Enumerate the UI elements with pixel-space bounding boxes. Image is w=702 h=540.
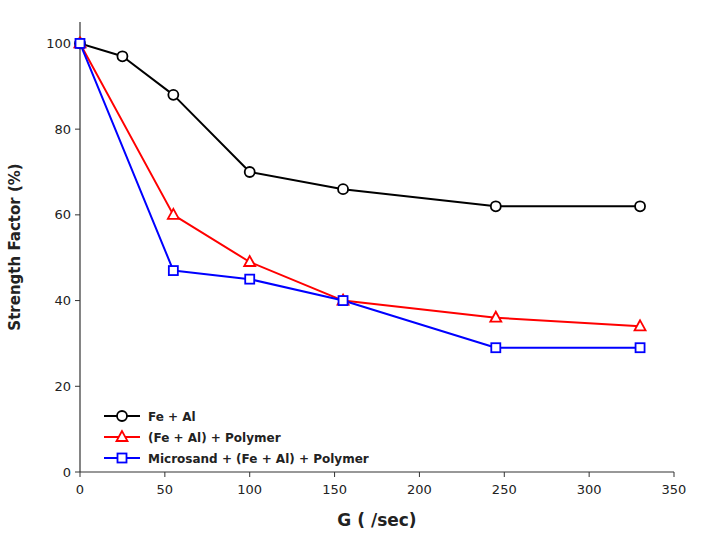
point	[491, 343, 500, 352]
x-tick	[334, 472, 335, 477]
x-tick-label: 150	[322, 482, 347, 497]
point	[168, 90, 178, 100]
x-tick-label: 250	[492, 482, 517, 497]
y-tick	[75, 300, 80, 301]
point	[168, 209, 179, 219]
point	[339, 296, 348, 305]
point	[491, 201, 501, 211]
y-tick-label: 40	[54, 293, 71, 308]
y-tick-label: 100	[46, 36, 71, 51]
x-tick-label: 200	[407, 482, 432, 497]
x-tick	[589, 472, 590, 477]
x-axis-line	[80, 471, 674, 472]
point	[169, 266, 178, 275]
x-tick	[249, 472, 250, 477]
point	[338, 295, 349, 305]
point	[636, 343, 645, 352]
legend: Fe + Al (Fe + Al) + Polymer Microsand + (F…	[104, 410, 369, 466]
point	[75, 38, 85, 48]
legend-label: (Fe + Al) + Polymer	[148, 431, 281, 445]
y-tick-label: 60	[54, 207, 71, 222]
x-tick-label: 300	[577, 482, 602, 497]
y-tick-label: 80	[54, 122, 71, 137]
x-tick-label: 350	[662, 482, 687, 497]
series-line	[80, 43, 640, 206]
legend-marker	[117, 431, 128, 441]
point	[338, 184, 348, 194]
point	[76, 39, 85, 48]
point	[245, 167, 255, 177]
y-tick-label: 0	[63, 465, 71, 480]
point	[635, 320, 646, 330]
y-tick	[75, 386, 80, 387]
markers	[75, 37, 646, 352]
y-tick-label: 20	[54, 379, 71, 394]
legend-label: Microsand + (Fe + Al) + Polymer	[148, 452, 369, 466]
legend-marker	[117, 411, 127, 421]
x-axis-label: G ( /sec)	[337, 510, 416, 530]
point	[245, 275, 254, 284]
point	[117, 51, 127, 61]
series-line	[80, 43, 640, 347]
point	[635, 201, 645, 211]
x-tick-label: 100	[237, 482, 262, 497]
series-line	[80, 43, 640, 326]
legend-marker	[118, 454, 127, 463]
axes: 0 50 100 150 200 250 300 350 0 20 40 60 80 100	[46, 22, 686, 497]
legend-label: Fe + Al	[148, 410, 196, 424]
chart: 0 50 100 150 200 250 300 350 0 20 40 60 80 100 G ( /se…	[0, 0, 702, 540]
x-tick	[419, 472, 420, 477]
lines	[80, 43, 640, 347]
y-tick	[75, 129, 80, 130]
x-tick-label: 0	[76, 482, 84, 497]
x-tick	[80, 472, 81, 477]
point	[75, 37, 86, 47]
x-tick	[674, 472, 675, 477]
point	[490, 312, 501, 322]
point	[244, 256, 255, 266]
y-tick	[75, 214, 80, 215]
x-tick	[164, 472, 165, 477]
x-tick-label: 50	[157, 482, 174, 497]
x-tick	[504, 472, 505, 477]
y-axis-line	[79, 22, 80, 472]
y-tick	[75, 472, 80, 473]
y-axis-label: Strength Factor (%)	[6, 163, 24, 330]
